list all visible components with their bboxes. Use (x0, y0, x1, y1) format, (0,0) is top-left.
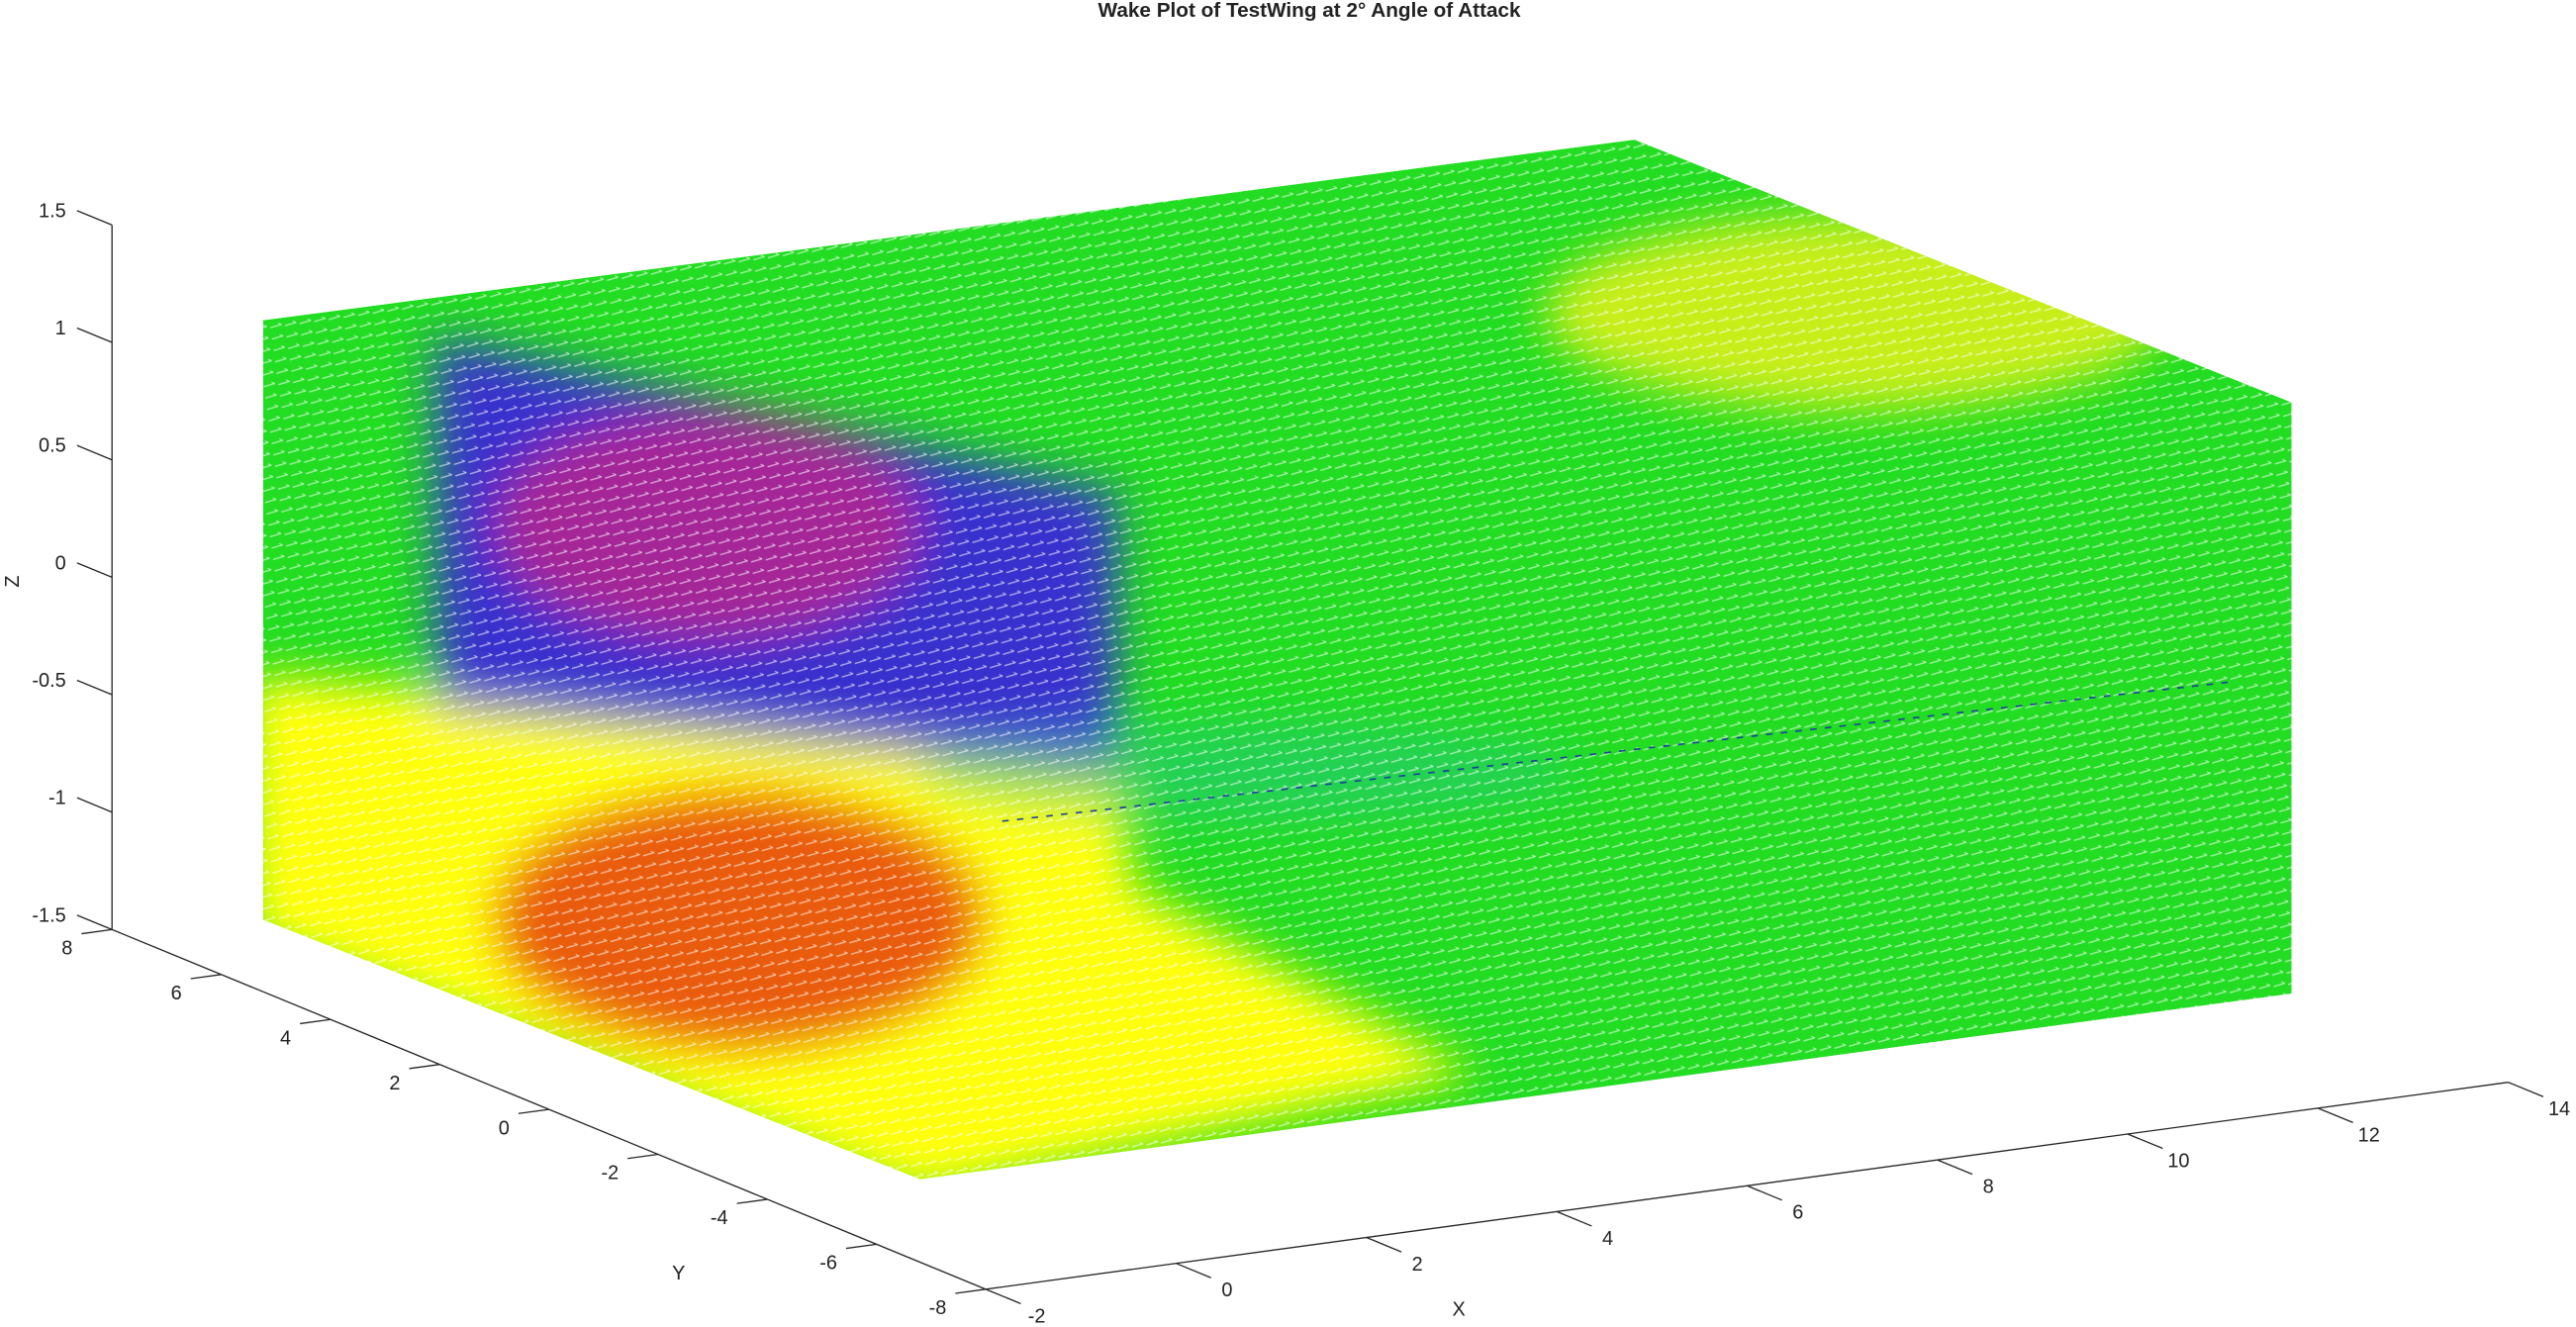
y-tick (300, 1018, 332, 1025)
x-tick (2508, 1082, 2544, 1097)
y-tick-label: 2 (389, 1073, 400, 1094)
vector-field (262, 140, 2292, 1180)
y-tick-label: 6 (171, 983, 182, 1004)
x-tick-label: 10 (2167, 1150, 2189, 1172)
z-tick-label: -0.5 (32, 670, 65, 692)
arrow-texture (262, 140, 2292, 1180)
z-tick (76, 797, 113, 813)
z-tick-label: -1.5 (32, 904, 65, 926)
y-tick-label: -6 (819, 1253, 837, 1275)
x-tick (1747, 1185, 1782, 1201)
x-tick (2127, 1133, 2163, 1150)
x-tick-label: 4 (1602, 1228, 1613, 1250)
x-axis-label: X (1452, 1299, 1465, 1321)
x-tick (1556, 1210, 1592, 1227)
y-axis-label: Y (672, 1263, 685, 1284)
chart-title: Wake Plot of TestWing at 2° Angle of Att… (1098, 0, 1522, 22)
x-tick (985, 1288, 1021, 1304)
y-tick-label: -8 (929, 1297, 947, 1319)
z-tick-label: 1 (55, 318, 66, 339)
y-tick (955, 1288, 987, 1294)
z-tick (76, 444, 113, 461)
x-tick (1937, 1159, 1973, 1176)
x-tick-label: 2 (1412, 1254, 1423, 1276)
y-tick-label: 8 (61, 938, 72, 960)
y-tick (736, 1198, 768, 1204)
z-tick-label: 0.5 (39, 435, 66, 457)
x-tick-label: 8 (1983, 1177, 1994, 1198)
x-tick (1176, 1263, 1212, 1279)
y-tick (627, 1153, 659, 1160)
y-tick (845, 1243, 877, 1250)
y-tick-label: -2 (601, 1163, 619, 1185)
x-tick (1366, 1236, 1402, 1253)
x-tick-label: 0 (1221, 1280, 1232, 1301)
z-tick (76, 914, 113, 930)
x-tick (2318, 1107, 2353, 1124)
y-tick-label: -4 (711, 1207, 728, 1229)
x-tick-label: 6 (1792, 1202, 1803, 1224)
z-tick-label: 0 (55, 552, 66, 574)
x-tick-label: -2 (1028, 1305, 1046, 1327)
z-tick-label: -1 (48, 788, 66, 809)
y-tick-label: 4 (280, 1027, 291, 1049)
x-tick-label: 12 (2358, 1124, 2380, 1146)
z-tick (76, 679, 113, 696)
y-tick (190, 974, 222, 980)
x-tick-label: 14 (2548, 1098, 2570, 1120)
z-tick (76, 210, 113, 226)
y-tick-label: 0 (499, 1117, 510, 1139)
y-tick (409, 1064, 440, 1070)
y-tick (518, 1108, 549, 1114)
z-axis-label: Z (2, 575, 24, 587)
z-tick (76, 327, 113, 343)
y-tick (81, 928, 113, 935)
z-tick-label: 1.5 (39, 200, 66, 222)
z-tick (76, 562, 113, 578)
